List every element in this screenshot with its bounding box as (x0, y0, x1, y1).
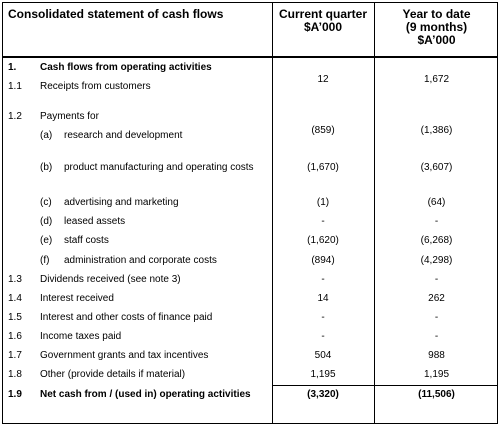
border (2, 423, 498, 424)
header-line: $A’000 (417, 33, 456, 47)
row-label: Receipts from customers (40, 81, 151, 92)
row-label: Government grants and tax incentives (40, 350, 209, 361)
current-quarter-value: (1,670) (307, 162, 339, 173)
current-quarter-value: 1,195 (310, 369, 336, 380)
year-to-date-value: 1,672 (423, 74, 450, 85)
row-label: Interest and other costs of finance paid (40, 312, 213, 323)
current-quarter-value: (859) (311, 125, 335, 136)
sub-item-letter: (c) (40, 197, 52, 208)
row-label: Dividends received (see note 3) (40, 274, 181, 285)
year-to-date-value: - (434, 312, 439, 323)
row-label: leased assets (64, 216, 126, 227)
sub-item-letter: (e) (40, 235, 53, 246)
current-quarter-value: - (321, 312, 325, 323)
current-quarter-value: (1,620) (307, 235, 339, 246)
year-to-date-value: - (434, 216, 439, 227)
row-label: Net cash from / (used in) operating acti… (40, 389, 251, 400)
row-number: 1.6 (8, 331, 22, 342)
current-quarter-value: (1) (316, 197, 330, 208)
row-number: 1.3 (8, 274, 22, 285)
current-quarter-value: 12 (317, 74, 329, 85)
header-line: Year to date (402, 7, 471, 21)
column-divider (374, 2, 375, 424)
year-to-date-value: 262 (428, 293, 445, 304)
year-to-date-value: (1,386) (420, 125, 453, 136)
row-number: 1.7 (8, 350, 22, 361)
header-line: (9 months) (405, 20, 468, 34)
year-to-date-value: (11,506) (418, 389, 455, 400)
row-number: 1.2 (8, 111, 22, 122)
year-to-date-value: (6,268) (420, 235, 453, 246)
column-divider (272, 2, 273, 424)
row-label: Payments for (40, 111, 99, 122)
row-number: 1. (8, 62, 17, 73)
row-label: Cash flows from operating activities (40, 62, 212, 73)
row-label: advertising and marketing (64, 197, 179, 208)
header-line: Current quarter (278, 7, 367, 21)
row-label: product manufacturing and operating cost… (64, 162, 254, 173)
year-to-date-value: - (434, 274, 439, 285)
row-number: 1.9 (8, 389, 22, 400)
row-number: 1.8 (8, 369, 22, 380)
current-quarter-value: - (321, 331, 325, 342)
total-rule (272, 385, 498, 386)
row-label: Interest received (40, 293, 114, 304)
header-rule (2, 56, 498, 58)
table-title: Consolidated statement of cash flows (8, 7, 224, 21)
year-to-date-value: 988 (428, 350, 445, 361)
current-quarter-value: 14 (317, 293, 329, 304)
sub-item-letter: (a) (40, 130, 53, 141)
row-label: staff costs (64, 235, 109, 246)
row-number: 1.1 (8, 81, 22, 92)
year-to-date-value: (64) (427, 197, 446, 208)
sub-item-letter: (d) (40, 216, 53, 227)
current-quarter-value: 504 (314, 350, 332, 361)
border (2, 2, 3, 424)
row-label: administration and corporate costs (64, 255, 217, 266)
sub-item-letter: (b) (40, 162, 53, 173)
current-quarter-value: (894) (311, 255, 335, 266)
row-label: Income taxes paid (40, 331, 122, 342)
column-header: Year to date (9 months) $A’000 (375, 8, 498, 47)
current-quarter-value: (3,320) (307, 389, 339, 400)
year-to-date-value: - (434, 331, 439, 342)
border (497, 2, 498, 424)
header-line: $A’000 (303, 20, 343, 34)
row-label: research and development (64, 130, 183, 141)
column-header: Current quarter $A’000 (273, 8, 373, 34)
sub-item-letter: (f) (40, 255, 50, 266)
year-to-date-value: (3,607) (420, 162, 453, 173)
year-to-date-value: (4,298) (420, 255, 453, 266)
year-to-date-value: 1,195 (423, 369, 450, 380)
row-label: Other (provide details if material) (40, 369, 186, 380)
current-quarter-value: - (321, 216, 325, 227)
row-number: 1.5 (8, 312, 22, 323)
row-number: 1.4 (8, 293, 22, 304)
border (2, 2, 498, 3)
current-quarter-value: - (321, 274, 325, 285)
